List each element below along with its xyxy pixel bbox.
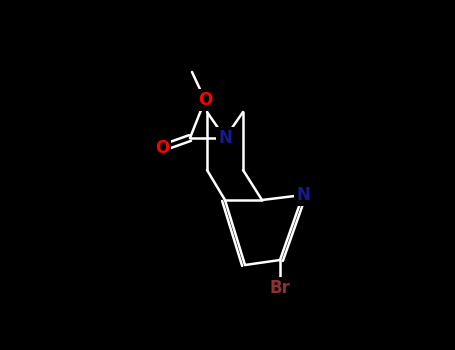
Text: Br: Br bbox=[269, 279, 290, 297]
Text: N: N bbox=[218, 129, 232, 147]
Text: O: O bbox=[155, 139, 169, 157]
Text: N: N bbox=[296, 186, 310, 204]
Text: O: O bbox=[198, 91, 212, 109]
